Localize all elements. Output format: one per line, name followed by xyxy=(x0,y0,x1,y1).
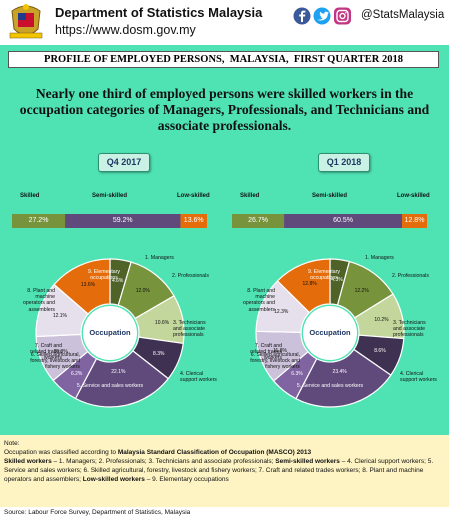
bar-segment xyxy=(402,214,427,228)
panel-title: Q4 2017 xyxy=(98,153,150,172)
segment-name-label: 8. Plant and machine operators and assem… xyxy=(22,288,55,313)
segment-name-label: 5. Service and sales workers xyxy=(296,383,364,389)
segment-name-label: 7. Craft and related trades workers xyxy=(250,343,282,362)
segment-value-label: 13.6% xyxy=(80,281,96,288)
stacked-bar xyxy=(12,214,207,228)
note-heading: Note: xyxy=(4,440,20,447)
bar-segment xyxy=(284,214,403,228)
donut-segment xyxy=(295,348,392,408)
social-handle: @StatsMalaysia xyxy=(361,9,445,21)
bar-segment xyxy=(180,214,207,228)
segment-name-label: 6. Skilled agricultural, forestry, lives… xyxy=(30,352,80,371)
stacked-bar xyxy=(232,214,427,228)
note-paragraph: Skilled workers – 1. Managers; 2. Profes… xyxy=(4,457,445,484)
note-text: Semi-skilled workers xyxy=(275,458,340,465)
segment-name-label: 8. Plant and machine operators and assem… xyxy=(242,288,275,313)
bar-value-label: 60.5% xyxy=(333,217,353,224)
bar-value-label: 12.8% xyxy=(404,217,425,224)
note-text: – 1. Managers; 2. Professionals; 3. Tech… xyxy=(51,458,276,465)
note-text: – 4. Clerical support workers; 5. Servic… xyxy=(4,458,434,483)
note-text: Skilled workers xyxy=(4,458,52,465)
panel-title: Q1 2018 xyxy=(318,153,370,172)
segment-name-label: 3. Technicians and associate professiona… xyxy=(393,320,426,339)
segment-value-label: 23.4% xyxy=(332,368,347,375)
segment-name-label: 6. Skilled agricultural, forestry, lives… xyxy=(250,352,300,371)
segment-value-label: 6.3% xyxy=(291,371,303,378)
note-text: Occupation was classified according to xyxy=(4,449,118,456)
segment-name-label: 2. Professionals xyxy=(392,273,429,279)
donut-chart xyxy=(255,258,405,408)
social-icons xyxy=(293,7,351,25)
segment-value-label: 6.2% xyxy=(70,371,83,378)
note: Note: Occupation was classified according… xyxy=(4,439,445,484)
bar-value-label: 26.7% xyxy=(248,217,268,224)
segment-value-label: 4.6% xyxy=(111,277,124,284)
segment-name-label: 5. Service and sales workers xyxy=(76,383,144,389)
note-box xyxy=(0,435,449,507)
category-header: Low-skilled xyxy=(397,193,430,199)
segment-name-label: 1. Managers xyxy=(365,255,394,261)
source: Source: Labour Force Survey, Department … xyxy=(4,509,191,516)
segment-name-label: 7. Craft and related trades workers xyxy=(30,343,62,362)
segment-value-label: 12.0% xyxy=(135,288,150,295)
bar-value-label: 59.2% xyxy=(112,217,133,224)
segment-value-label: 4.3% xyxy=(331,277,343,284)
category-header: Skilled xyxy=(240,193,260,199)
bar-value-label: 13.6% xyxy=(183,217,204,224)
note-text: Malaysia Standard Classification of Occu… xyxy=(117,449,312,456)
segment-value-label: 10.2% xyxy=(374,317,389,324)
segment-value-label: 8.3% xyxy=(153,350,165,357)
bar-segment xyxy=(12,214,66,228)
segment-value-label: 10.3% xyxy=(53,349,68,356)
bar-value-label: 27.2% xyxy=(28,217,49,224)
segment-name-label: 9. Elementary occupations xyxy=(307,269,340,282)
donut-center xyxy=(303,306,357,360)
bar-segment xyxy=(65,214,181,228)
segment-value-label: 12.8% xyxy=(302,281,317,288)
org-url[interactable]: https://www.dosm.gov.my xyxy=(55,23,196,37)
segment-value-label: 22.1% xyxy=(111,369,126,376)
category-header: Low-skilled xyxy=(177,193,210,199)
category-header: Semi-skilled xyxy=(311,193,348,199)
donut-segment xyxy=(53,258,111,315)
donut-chart xyxy=(35,258,185,408)
segment-name-label: 2. Professionals xyxy=(172,273,209,279)
logo xyxy=(9,4,43,39)
donut-center-label: Occupation xyxy=(309,328,351,337)
segment-name-label: 3. Technicians and associate professiona… xyxy=(173,320,206,339)
page-title: PROFILE OF EMPLOYED PERSONS, MALAYSIA, F… xyxy=(8,51,439,68)
segment-value-label: 10.6% xyxy=(154,319,170,326)
segment-name-label: 9. Elementary occupations xyxy=(87,269,120,282)
segment-name-label: 4. Clerical support workers xyxy=(180,371,217,384)
bar-segment xyxy=(232,214,285,228)
segment-value-label: 8.6% xyxy=(374,347,386,354)
org-name: Department of Statistics Malaysia xyxy=(55,5,263,20)
segment-name-label: 1. Managers xyxy=(145,255,174,261)
note-paragraph: Occupation was classified according to M… xyxy=(4,448,445,457)
segment-name-label: 4. Clerical support workers xyxy=(400,371,437,384)
headline: Nearly one third of employed persons wer… xyxy=(19,86,430,133)
donut-segment xyxy=(276,258,331,314)
segment-value-label: 12.2% xyxy=(354,287,369,294)
donut-segment xyxy=(74,350,170,408)
segment-value-label: 11.8% xyxy=(273,347,287,354)
donut-center xyxy=(83,306,137,360)
segment-value-label: 12.3% xyxy=(274,309,289,316)
note-text: – 9. Elementary occupations xyxy=(144,476,229,483)
note-text: Low-skilled workers xyxy=(82,476,145,483)
donut-center-label: Occupation xyxy=(89,328,131,337)
category-header: Skilled xyxy=(20,193,40,199)
segment-value-label: 12.1% xyxy=(52,312,68,319)
category-header: Semi-skilled xyxy=(91,193,128,199)
